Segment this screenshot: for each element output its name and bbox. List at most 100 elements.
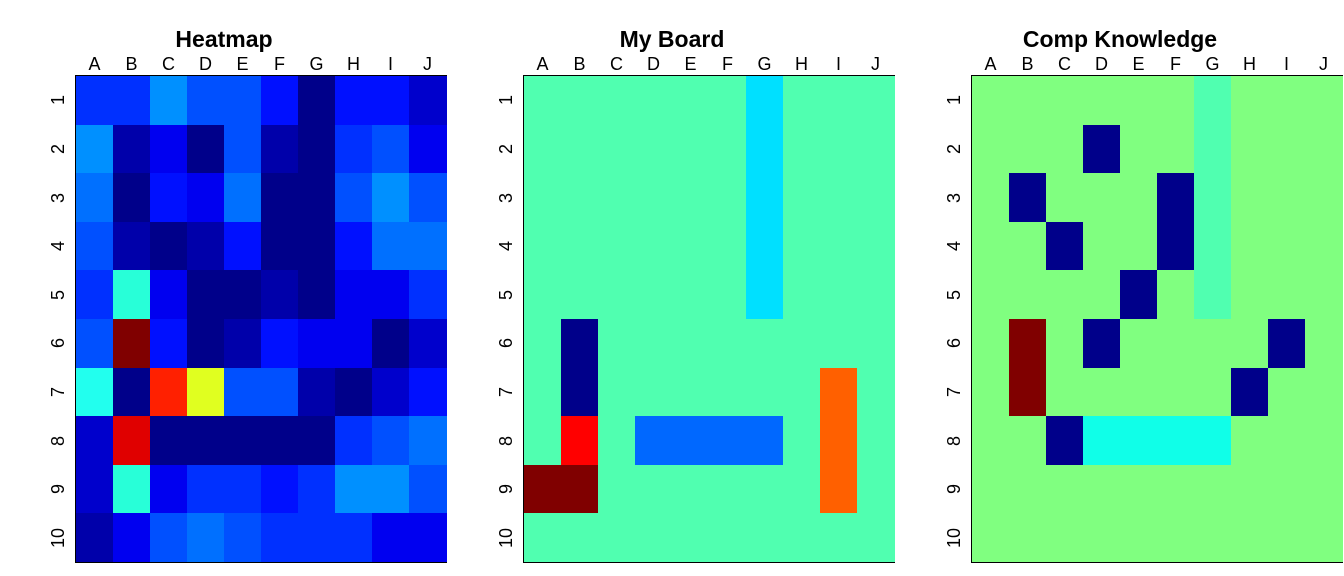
- cell-g2[interactable]: [298, 124, 336, 174]
- cell-i9[interactable]: [820, 464, 858, 514]
- cell-j2[interactable]: [409, 124, 447, 174]
- cell-i7[interactable]: [820, 367, 858, 417]
- cell-d2[interactable]: [187, 124, 225, 174]
- cell-i3[interactable]: [372, 173, 410, 223]
- cell-b8[interactable]: [1009, 416, 1047, 466]
- cell-d6[interactable]: [187, 319, 225, 369]
- cell-f6[interactable]: [261, 319, 299, 369]
- cell-f9[interactable]: [1157, 464, 1195, 514]
- cell-c9[interactable]: [150, 464, 188, 514]
- cell-j10[interactable]: [857, 513, 895, 563]
- cell-d2[interactable]: [635, 124, 673, 174]
- cell-e1[interactable]: [224, 76, 262, 126]
- cell-h8[interactable]: [1231, 416, 1269, 466]
- cell-j5[interactable]: [1305, 270, 1343, 320]
- cell-j1[interactable]: [857, 76, 895, 126]
- cell-i6[interactable]: [1268, 319, 1306, 369]
- cell-i9[interactable]: [372, 464, 410, 514]
- cell-e2[interactable]: [672, 124, 710, 174]
- cell-h5[interactable]: [1231, 270, 1269, 320]
- cell-h5[interactable]: [783, 270, 821, 320]
- cell-h3[interactable]: [335, 173, 373, 223]
- cell-g9[interactable]: [298, 464, 336, 514]
- cell-b7[interactable]: [1009, 367, 1047, 417]
- cell-c7[interactable]: [598, 367, 636, 417]
- cell-g2[interactable]: [1194, 124, 1232, 174]
- cell-e7[interactable]: [672, 367, 710, 417]
- cell-c1[interactable]: [598, 76, 636, 126]
- cell-h5[interactable]: [335, 270, 373, 320]
- cell-i4[interactable]: [1268, 221, 1306, 271]
- cell-c5[interactable]: [598, 270, 636, 320]
- cell-e1[interactable]: [1120, 76, 1158, 126]
- cell-h4[interactable]: [1231, 221, 1269, 271]
- cell-e6[interactable]: [224, 319, 262, 369]
- cell-j6[interactable]: [1305, 319, 1343, 369]
- cell-a7[interactable]: [524, 367, 562, 417]
- cell-a2[interactable]: [76, 124, 114, 174]
- cell-b6[interactable]: [1009, 319, 1047, 369]
- cell-h9[interactable]: [1231, 464, 1269, 514]
- cell-i8[interactable]: [820, 416, 858, 466]
- cell-d6[interactable]: [635, 319, 673, 369]
- cell-d2[interactable]: [1083, 124, 1121, 174]
- cell-c6[interactable]: [150, 319, 188, 369]
- cell-c5[interactable]: [1046, 270, 1084, 320]
- cell-e4[interactable]: [1120, 221, 1158, 271]
- cell-b9[interactable]: [1009, 464, 1047, 514]
- cell-f7[interactable]: [1157, 367, 1195, 417]
- cell-f10[interactable]: [709, 513, 747, 563]
- cell-e3[interactable]: [1120, 173, 1158, 223]
- cell-i3[interactable]: [820, 173, 858, 223]
- cell-a3[interactable]: [524, 173, 562, 223]
- cell-g10[interactable]: [298, 513, 336, 563]
- cell-h1[interactable]: [1231, 76, 1269, 126]
- cell-j1[interactable]: [409, 76, 447, 126]
- cell-i1[interactable]: [372, 76, 410, 126]
- cell-b2[interactable]: [1009, 124, 1047, 174]
- cell-f5[interactable]: [261, 270, 299, 320]
- cell-d8[interactable]: [1083, 416, 1121, 466]
- cell-d5[interactable]: [1083, 270, 1121, 320]
- cell-a8[interactable]: [972, 416, 1010, 466]
- cell-i2[interactable]: [1268, 124, 1306, 174]
- cell-e3[interactable]: [672, 173, 710, 223]
- cell-i1[interactable]: [1268, 76, 1306, 126]
- cell-a1[interactable]: [524, 76, 562, 126]
- cell-g5[interactable]: [298, 270, 336, 320]
- cell-g6[interactable]: [1194, 319, 1232, 369]
- cell-f1[interactable]: [1157, 76, 1195, 126]
- cell-b5[interactable]: [561, 270, 599, 320]
- cell-d7[interactable]: [187, 367, 225, 417]
- cell-e5[interactable]: [1120, 270, 1158, 320]
- cell-h10[interactable]: [783, 513, 821, 563]
- cell-c2[interactable]: [150, 124, 188, 174]
- cell-c5[interactable]: [150, 270, 188, 320]
- cell-b3[interactable]: [1009, 173, 1047, 223]
- cell-j3[interactable]: [409, 173, 447, 223]
- cell-i2[interactable]: [820, 124, 858, 174]
- cell-j8[interactable]: [1305, 416, 1343, 466]
- cell-e5[interactable]: [672, 270, 710, 320]
- cell-h9[interactable]: [783, 464, 821, 514]
- cell-d9[interactable]: [635, 464, 673, 514]
- cell-a4[interactable]: [972, 221, 1010, 271]
- cell-h8[interactable]: [783, 416, 821, 466]
- cell-i8[interactable]: [372, 416, 410, 466]
- cell-h1[interactable]: [335, 76, 373, 126]
- cell-a5[interactable]: [524, 270, 562, 320]
- cell-e1[interactable]: [672, 76, 710, 126]
- cell-d5[interactable]: [187, 270, 225, 320]
- cell-g8[interactable]: [1194, 416, 1232, 466]
- cell-h4[interactable]: [783, 221, 821, 271]
- cell-e10[interactable]: [224, 513, 262, 563]
- cell-j9[interactable]: [409, 464, 447, 514]
- cell-a1[interactable]: [76, 76, 114, 126]
- cell-e9[interactable]: [1120, 464, 1158, 514]
- cell-f2[interactable]: [261, 124, 299, 174]
- cell-c2[interactable]: [598, 124, 636, 174]
- cell-b9[interactable]: [113, 464, 151, 514]
- cell-e6[interactable]: [1120, 319, 1158, 369]
- heatmap-grid[interactable]: [75, 75, 447, 563]
- cell-d8[interactable]: [635, 416, 673, 466]
